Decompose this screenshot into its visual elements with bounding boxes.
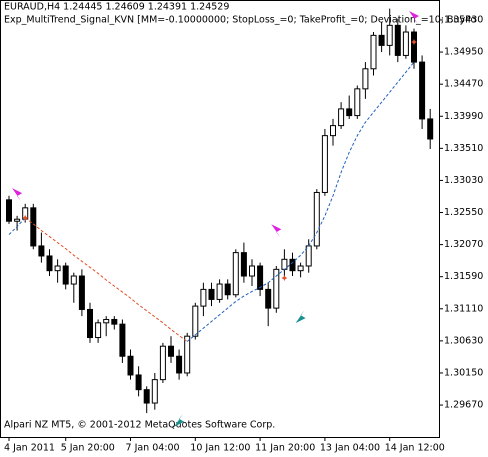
candle-body <box>257 265 264 290</box>
candle-body <box>78 275 85 310</box>
candle-body <box>313 191 320 247</box>
x-tick-label: 11 Jan 20:00 <box>255 443 315 454</box>
candle-body <box>402 31 409 56</box>
x-tick-label: 10 Jan 12:00 <box>190 443 250 454</box>
candle-body <box>176 355 183 374</box>
candle-body <box>216 283 223 300</box>
candle-body <box>386 24 393 46</box>
candle-body <box>338 108 345 127</box>
candle-body <box>103 318 110 324</box>
y-tick-label: 1.35430 <box>444 14 483 25</box>
y-tick-label: 1.30630 <box>444 335 483 346</box>
candle-body <box>192 305 199 337</box>
candle-body <box>419 61 426 120</box>
y-tick-label: 1.32070 <box>444 239 483 250</box>
candle-body <box>143 389 150 404</box>
candle-body <box>370 34 377 70</box>
candle-body <box>354 88 361 117</box>
candle-body <box>330 125 336 137</box>
candle-body <box>127 355 134 376</box>
candle-body <box>135 374 142 391</box>
candle-body <box>70 275 77 285</box>
candle-body <box>62 265 69 285</box>
y-tick-label: 1.29670 <box>444 400 483 411</box>
candle-body <box>200 288 207 307</box>
stop-line <box>24 217 188 342</box>
candle-body <box>273 268 280 309</box>
buy-arrow <box>295 310 306 324</box>
footer: Alpari NZ MT5, © 2001-2012 MetaQuotes So… <box>4 420 275 431</box>
candle-body <box>30 207 37 247</box>
y-tick-label: 1.30150 <box>444 367 483 378</box>
y-tick-label: 1.33990 <box>444 111 483 122</box>
candle-body <box>289 258 296 272</box>
candle-body <box>427 118 434 140</box>
candle-body <box>54 265 61 272</box>
buy-arrow <box>174 413 185 427</box>
candle-body <box>378 34 385 46</box>
x-tick-label: 13 Jan 04:00 <box>320 443 380 454</box>
x-tick-label: 5 Jan 20:00 <box>61 443 115 454</box>
candle-body <box>281 258 288 270</box>
y-tick-label: 1.32550 <box>444 207 483 218</box>
candle-body <box>6 199 12 222</box>
stop-star <box>411 39 417 46</box>
candle-body <box>394 24 401 56</box>
sell-arrow <box>271 224 282 238</box>
candle-body <box>224 283 231 296</box>
y-tick-label: 1.33510 <box>444 143 483 154</box>
candle-body <box>151 379 158 404</box>
candle-body <box>184 335 191 374</box>
candle-body <box>297 265 304 272</box>
candle-body <box>249 265 255 277</box>
y-tick-label: 1.33030 <box>444 175 483 186</box>
candle-body <box>159 345 166 381</box>
sell-arrow <box>12 188 23 202</box>
x-tick-label: 7 Jan 04:00 <box>126 443 180 454</box>
y-tick-label: 1.31110 <box>444 303 483 314</box>
stop-star <box>22 214 29 221</box>
candle-body <box>321 135 328 193</box>
candle-body <box>46 255 53 272</box>
sell-arrow <box>409 10 419 24</box>
candle-body <box>411 31 417 63</box>
candle-body <box>232 252 239 296</box>
y-tick-label: 1.34470 <box>444 79 483 90</box>
chart-subtitle: Exp_MultiTrend_Signal_KVN [MM=-0.1000000… <box>4 15 477 26</box>
candle-body <box>14 218 21 222</box>
candle-body <box>95 322 102 339</box>
candle-body <box>265 288 272 309</box>
stop-line <box>8 61 415 342</box>
candle-body <box>87 308 93 339</box>
chart-title: EURAUD,H4 1.24445 1.24609 1.24391 1.2452… <box>4 2 229 13</box>
y-tick-label: 1.34950 <box>444 47 483 58</box>
candle-body <box>362 68 369 90</box>
x-tick-label: 4 Jan 2011 <box>4 443 55 454</box>
candle-body <box>208 288 215 300</box>
x-tick-label: 14 Jan 12:00 <box>385 443 445 454</box>
stop-star <box>281 275 288 282</box>
candle-body <box>111 318 118 325</box>
y-tick-label: 1.31590 <box>444 271 483 282</box>
candle-body <box>305 245 312 267</box>
candle-body <box>38 245 45 257</box>
candle-body <box>119 323 126 357</box>
candle-body <box>168 345 174 357</box>
candle-body <box>346 108 353 117</box>
candle-body <box>240 252 247 277</box>
